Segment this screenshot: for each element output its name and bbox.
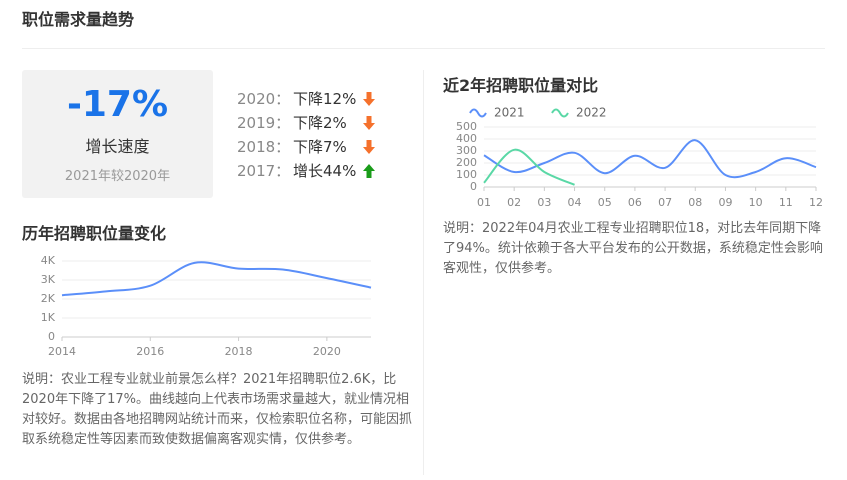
- trend-arrow: [363, 140, 375, 154]
- legend-label: 2021: [494, 106, 525, 120]
- y-tick-label: 300: [456, 144, 477, 157]
- x-tick-label: 2016: [136, 345, 164, 358]
- y-tick-label: 400: [456, 132, 477, 145]
- y-tick-label: 3K: [41, 273, 56, 286]
- y-tick-label: 0: [48, 330, 55, 343]
- year-label: 2020：: [237, 90, 291, 108]
- legend-icon: [469, 108, 487, 118]
- page-title: 职位需求量趋势: [22, 10, 135, 29]
- summary-value: -17%: [66, 84, 169, 125]
- x-tick-label: 2018: [225, 345, 253, 358]
- x-tick-label: 07: [658, 196, 672, 209]
- x-tick-label: 2020: [313, 345, 341, 358]
- x-tick-label: 10: [749, 196, 763, 209]
- x-tick-label: 06: [628, 196, 642, 209]
- change-label: 下降12%: [293, 90, 357, 108]
- x-tick-label: 12: [809, 196, 823, 209]
- trend-arrow: [363, 164, 375, 178]
- year-label: 2019：: [237, 114, 291, 132]
- yearly-row: 2018： 下降7%: [237, 136, 375, 157]
- arrow-shape: [363, 92, 375, 106]
- summary-label: 增长速度: [85, 137, 150, 156]
- line-series: [61, 261, 372, 297]
- legend-icon: [551, 108, 569, 118]
- chart: 0 1K 2K 3K 4K 2014 2016 2018 2020: [41, 254, 372, 358]
- y-tick-label: 1K: [41, 311, 56, 324]
- yearly-row: 2019： 下降2%: [237, 112, 375, 133]
- divider: [22, 48, 825, 49]
- change-label: 增长44%: [293, 162, 357, 180]
- y-tick-label: 0: [470, 180, 477, 193]
- year-label: 2017：: [237, 162, 291, 180]
- y-tick-label: 2K: [41, 292, 56, 305]
- trend-arrow: [363, 92, 375, 106]
- arrow-shape: [363, 164, 375, 178]
- x-tick-label: 04: [568, 196, 582, 209]
- x-tick-label: 05: [598, 196, 612, 209]
- legend-label: 2022: [576, 106, 607, 120]
- x-tick-label: 11: [779, 196, 793, 209]
- x-tick-label: 01: [477, 196, 491, 209]
- y-tick-label: 4K: [41, 254, 56, 267]
- y-tick-label: 200: [456, 156, 477, 169]
- change-label: 下降2%: [293, 114, 347, 132]
- summary-box: -17% 增长速度 2021年较2020年: [22, 70, 213, 198]
- x-tick-label: 2014: [48, 345, 76, 358]
- yearly-row: 2020： 下降12%: [237, 88, 375, 109]
- chart-note: 说明：2022年04月农业工程专业招聘职位18，对比去年同期下降了94%。统计依…: [443, 221, 823, 276]
- x-tick-label: 08: [688, 196, 702, 209]
- yearly-row: 2017： 增长44%: [237, 160, 375, 181]
- change-label: 下降7%: [293, 138, 347, 156]
- arrow-shape: [363, 140, 375, 154]
- chart-title: 近2年招聘职位量对比: [443, 76, 599, 95]
- x-tick-label: 09: [718, 196, 732, 209]
- trend-arrow: [363, 116, 375, 130]
- chart-note: 说明：农业工程专业就业前景怎么样？2021年招聘职位2.6K，比2020年下降了…: [22, 372, 413, 447]
- y-tick-label: 100: [456, 168, 477, 181]
- line-series: [483, 139, 817, 179]
- year-label: 2018：: [237, 138, 291, 156]
- line-series: [483, 148, 575, 186]
- summary-note: 2021年较2020年: [64, 169, 171, 184]
- x-tick-label: 03: [537, 196, 551, 209]
- separator: [423, 70, 424, 475]
- chart-title: 历年招聘职位量变化: [22, 224, 167, 243]
- x-tick-label: 02: [507, 196, 521, 209]
- arrow-shape: [363, 116, 375, 130]
- y-tick-label: 500: [456, 120, 477, 133]
